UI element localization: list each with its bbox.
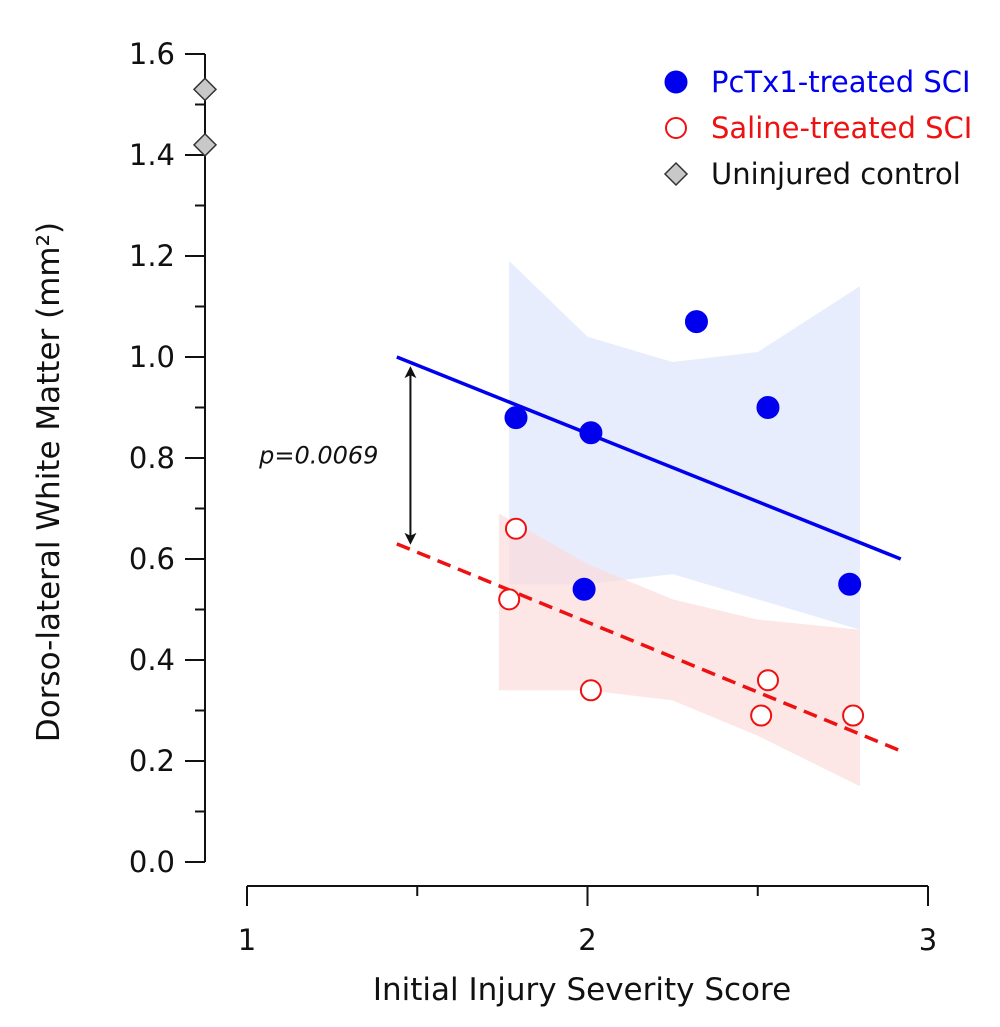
data-point-s1-1 — [504, 406, 528, 430]
ci-band-1 — [509, 261, 860, 630]
data-point-s2-2 — [498, 588, 521, 611]
y-tick-label: 0.4 — [129, 643, 175, 677]
x-tick-label: 3 — [919, 923, 937, 957]
data-point-s1-6 — [838, 572, 862, 596]
legend-marker-1 — [664, 70, 688, 94]
legend: PcTx1-treated SCI Saline-treated SCI Uninj… — [663, 65, 972, 191]
legend-label-3: Uninjured control — [711, 157, 961, 191]
confidence-bands — [498, 261, 860, 787]
fit-line-2 — [396, 542, 902, 753]
data-points — [192, 77, 865, 727]
data-point-s1-3 — [572, 577, 596, 601]
axes: 0.0 0.2 0.4 0.6 0.8 1.0 1.2 1.4 1.6 1 2 3 — [129, 37, 937, 957]
x-axis-title: Initial Injury Severity Score — [373, 972, 791, 1008]
data-point-s1-5 — [756, 396, 780, 419]
data-point-s2-4 — [750, 704, 773, 727]
data-point-s2-3 — [579, 679, 602, 702]
y-tick-label: 0.0 — [129, 845, 175, 879]
legend-marker-3 — [663, 161, 689, 187]
y-tick-label: 1.6 — [129, 37, 175, 71]
y-tick-label: 1.4 — [129, 138, 175, 172]
y-tick-label: 1.2 — [129, 239, 175, 273]
x-tick-label: 2 — [578, 923, 596, 957]
y-tick-label: 0.6 — [129, 542, 175, 576]
data-point-s2-5 — [756, 669, 779, 692]
data-point-s2-1 — [504, 517, 527, 540]
x-tick-label: 1 — [238, 923, 256, 957]
data-point-s3-2 — [192, 132, 218, 157]
legend-label-2: Saline-treated SCI — [711, 111, 972, 145]
data-point-s2-6 — [842, 704, 865, 727]
data-point-s3-1 — [192, 77, 218, 102]
legend-marker-2 — [665, 117, 687, 139]
annotation-text: p=0.0069 — [258, 441, 378, 469]
data-point-s1-2 — [579, 421, 603, 445]
data-point-s1-4 — [684, 310, 708, 334]
annotations: p=0.0069 — [258, 366, 417, 545]
y-tick-label: 1.0 — [129, 340, 175, 374]
y-axis-title: Dorso-lateral White Matter (mm²) — [31, 222, 67, 742]
fit-lines — [396, 355, 902, 753]
legend-label-1: PcTx1-treated SCI — [711, 65, 971, 99]
fit-line-1 — [396, 355, 902, 561]
y-tick-label: 0.8 — [129, 441, 175, 475]
y-tick-label: 0.2 — [129, 744, 175, 778]
